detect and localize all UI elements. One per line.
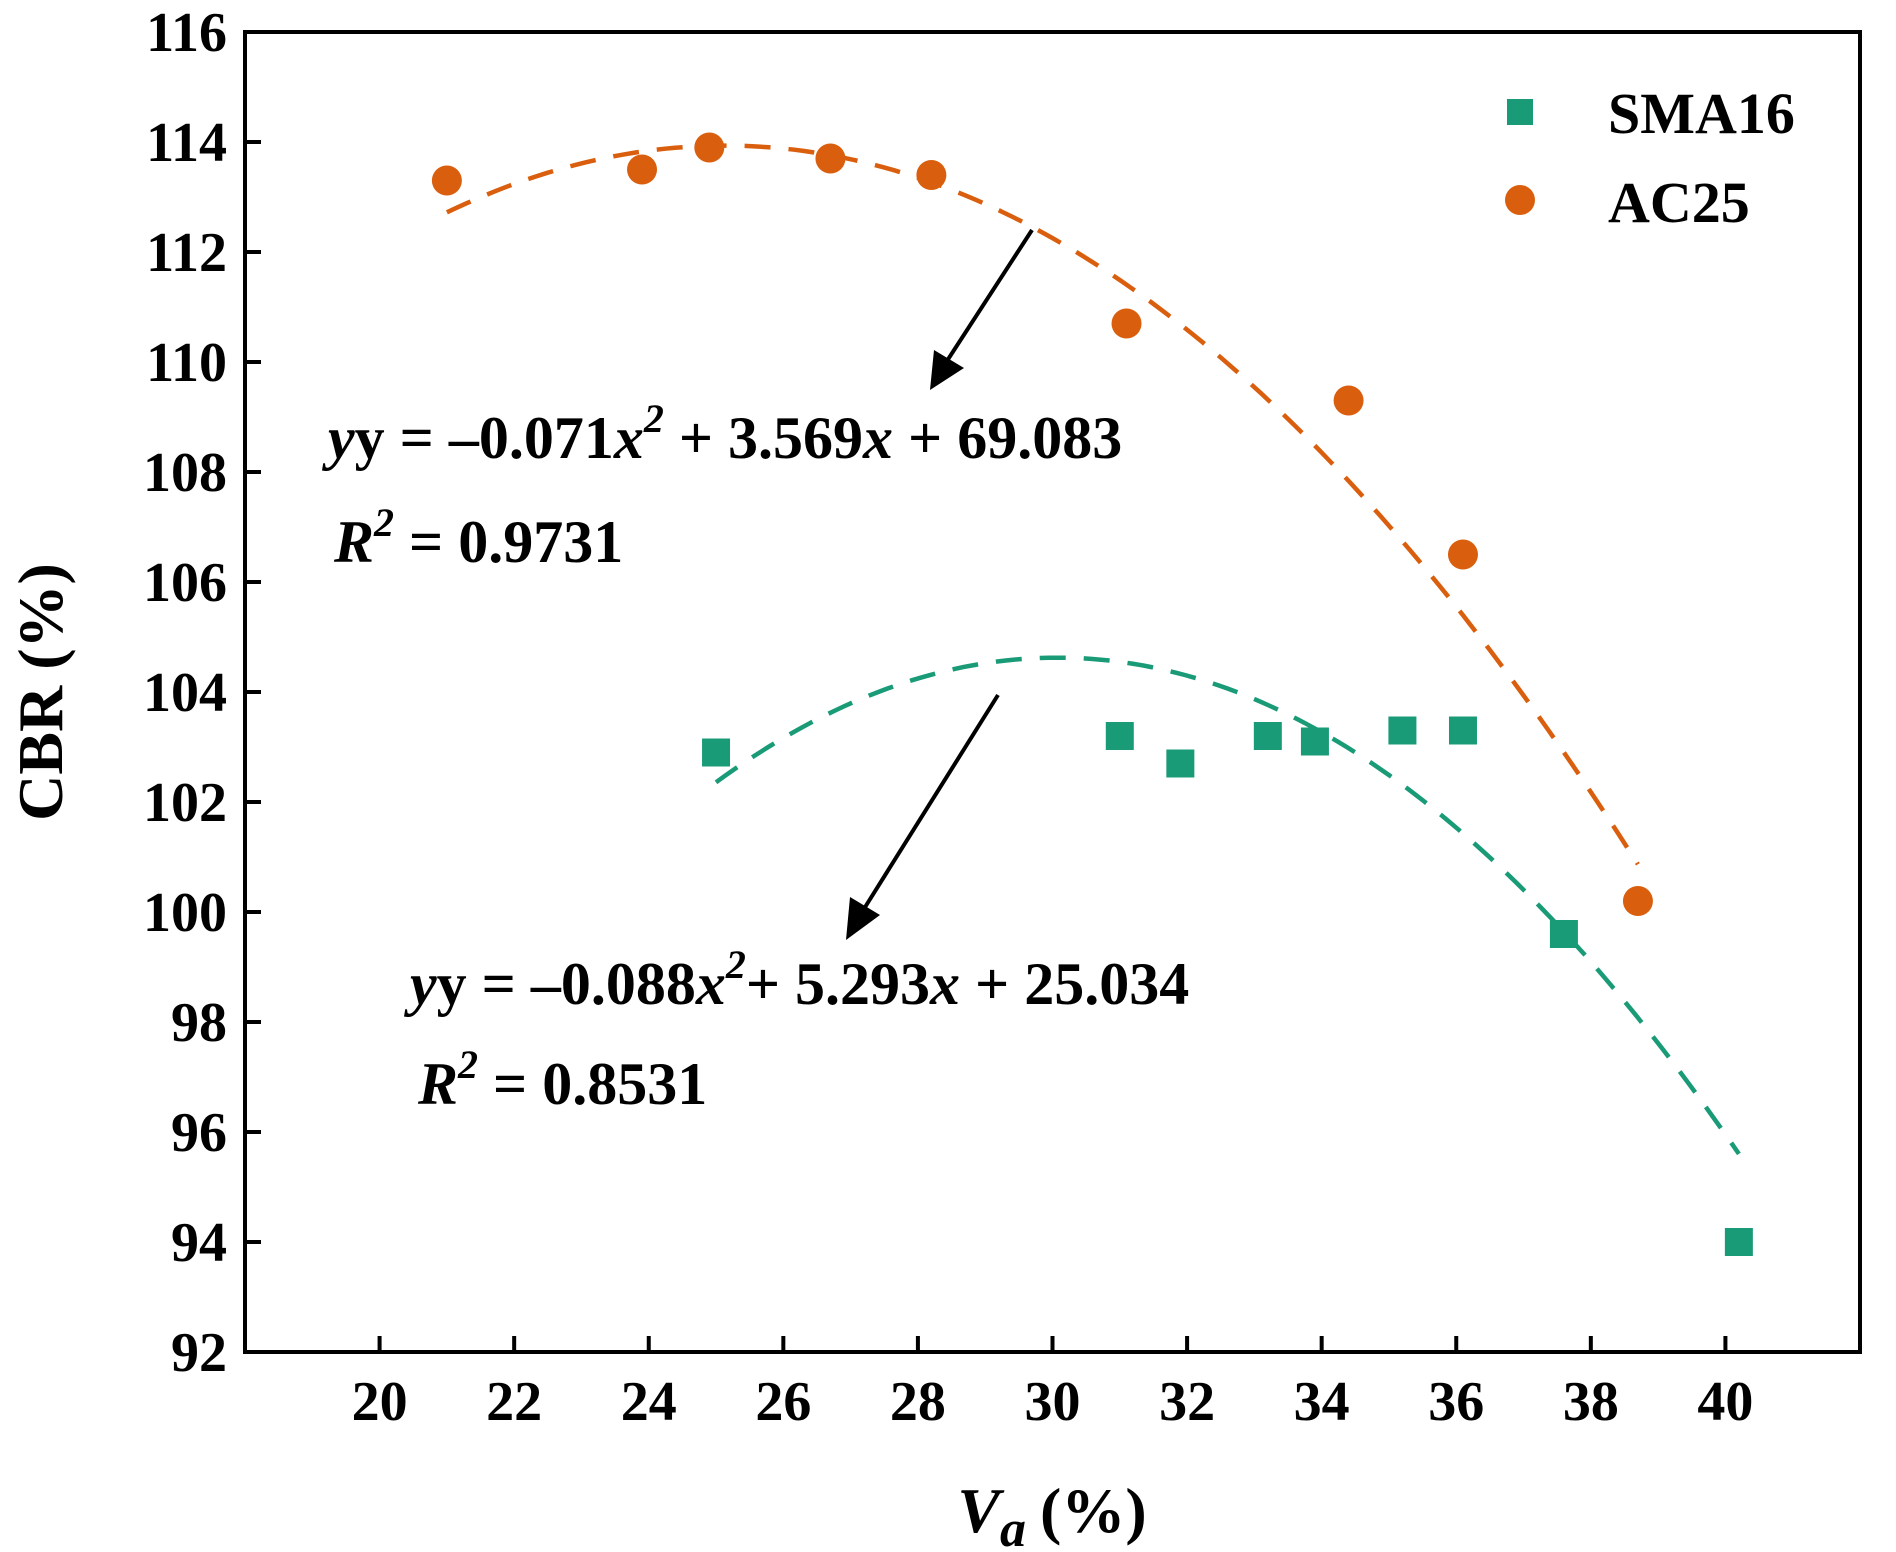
ac25-point <box>431 165 462 196</box>
sma16-fit-equation: yy = –0.088x2+ 5.293x + 25.034 <box>404 942 1189 1017</box>
x-tick-label: 20 <box>352 1371 408 1433</box>
sma16-point <box>1300 727 1329 756</box>
annotation-arrow-ac25 <box>930 228 1034 390</box>
y-tick-label: 94 <box>171 1212 227 1274</box>
x-tick-label: 40 <box>1697 1371 1753 1433</box>
sma16-point <box>702 738 731 767</box>
x-tick-label: 22 <box>486 1371 542 1433</box>
x-axis-title: Va (%) <box>957 1475 1146 1552</box>
x-tick-label: 36 <box>1428 1371 1484 1433</box>
ac25-point <box>916 160 947 190</box>
legend-marker-sma16 <box>1507 99 1533 125</box>
axis-ticks <box>245 30 1728 1354</box>
x-tick-label: 26 <box>755 1371 811 1433</box>
sma16-point <box>1549 920 1578 948</box>
y-tick-label: 92 <box>171 1322 227 1384</box>
x-tick-label: 32 <box>1159 1371 1215 1433</box>
legend-label-ac25: AC25 <box>1608 170 1750 235</box>
ac25-fit-equation: yy = –0.071x2 + 3.569x + 69.083 <box>322 396 1122 471</box>
sma16-point <box>1388 716 1417 745</box>
legend-marker-ac25 <box>1505 185 1535 215</box>
x-tick-label: 30 <box>1025 1371 1081 1433</box>
ac25-r-squared: R2 = 0.9731 <box>333 500 623 575</box>
ac25-point <box>1111 308 1142 339</box>
x-tick-label: 38 <box>1563 1371 1619 1433</box>
data-points <box>431 132 1753 1256</box>
y-tick-label: 108 <box>143 442 227 504</box>
y-tick-label: 114 <box>146 112 227 174</box>
y-tick-label: 100 <box>143 882 227 944</box>
y-tick-label: 102 <box>143 772 227 834</box>
y-tick-label: 110 <box>146 332 227 394</box>
ac25-point <box>694 132 725 163</box>
sma16-point <box>1105 722 1134 750</box>
y-tick-label: 112 <box>146 222 227 284</box>
x-tick-labels: 20 22 24 26 28 30 32 34 36 38 40 <box>352 1371 1754 1433</box>
y-tick-label: 106 <box>143 552 227 614</box>
sma16-point <box>1253 722 1282 750</box>
annotation-arrow-sma16 <box>846 693 1000 940</box>
sma16-point <box>1166 749 1195 778</box>
x-tick-label: 24 <box>621 1371 677 1433</box>
y-tick-label: 98 <box>171 992 227 1054</box>
ac25-point <box>815 143 846 174</box>
sma16-fit-curve <box>714 655 1741 1156</box>
y-tick-label: 96 <box>171 1102 227 1164</box>
sma16-point <box>1448 716 1477 745</box>
y-axis-title: CBR (%) <box>5 563 76 821</box>
ac25-fit-curve <box>445 143 1640 866</box>
y-tick-label: 104 <box>143 662 227 724</box>
y-tick-labels: 92 94 96 98 100 102 104 106 108 110 112 114 116 <box>143 2 227 1384</box>
y-tick-label: 116 <box>146 2 227 64</box>
sma16-r-squared: R2 = 0.8531 <box>417 1042 707 1117</box>
sma16-point <box>1724 1228 1753 1256</box>
ac25-point <box>1622 886 1653 916</box>
legend-label-sma16: SMA16 <box>1608 81 1795 146</box>
x-tick-label: 34 <box>1294 1371 1350 1433</box>
legend: SMA16 AC25 <box>1505 81 1795 235</box>
ac25-point <box>1447 539 1478 570</box>
ac25-point <box>1333 385 1364 416</box>
x-tick-label: 28 <box>890 1371 946 1433</box>
ac25-point <box>627 154 658 185</box>
